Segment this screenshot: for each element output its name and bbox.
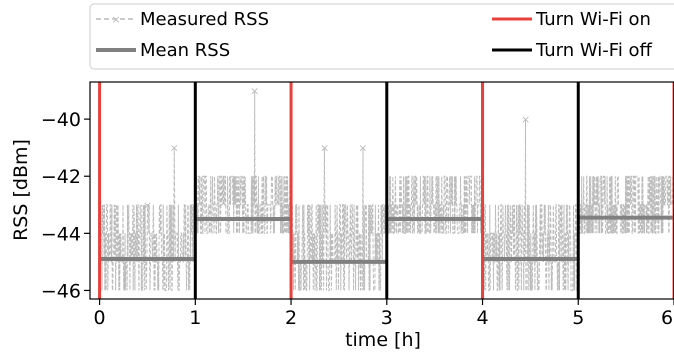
wifi-toggle-lines	[98, 82, 674, 299]
plot-frame	[89, 81, 674, 300]
legend-label-wifi-off: Turn Wi-Fi off	[535, 40, 653, 61]
x-tick-label: 4	[476, 307, 488, 329]
y-tick-label: −46	[41, 280, 81, 302]
y-tick-label: −40	[41, 109, 81, 131]
x-tick-label: 1	[189, 307, 201, 329]
measured-rss-spike-marker: ×	[143, 199, 152, 212]
legend-entry-measured: × Measured RSS	[96, 9, 269, 30]
legend-swatch-measured-marker: ×	[111, 13, 120, 26]
x-tick-label: 3	[381, 307, 393, 329]
x-axis-label: time [h]	[345, 329, 421, 351]
legend-label-mean: Mean RSS	[140, 40, 230, 61]
legend-entry-mean: Mean RSS	[96, 40, 230, 61]
measured-rss-spike-marker: ×	[521, 113, 530, 126]
measured-rss-spike-marker: ×	[170, 142, 179, 155]
x-tick-label: 6	[661, 307, 673, 329]
x-tick-label: 5	[572, 307, 584, 329]
measured-rss-spike-marker: ×	[250, 85, 259, 98]
mean-rss-series	[99, 215, 674, 264]
legend-label-measured: Measured RSS	[140, 9, 269, 30]
y-tick-label: −42	[41, 166, 81, 188]
y-tick-label: −44	[41, 223, 81, 245]
legend-entry-wifi-on: Turn Wi-Fi on	[492, 9, 651, 30]
legend-entry-wifi-off: Turn Wi-Fi off	[492, 40, 653, 61]
measured-rss-spike-marker: ×	[358, 142, 367, 155]
y-axis: −40 −42 −44 −46	[41, 109, 90, 302]
x-tick-label: 0	[94, 307, 106, 329]
y-axis-label: RSS [dBm]	[10, 139, 32, 241]
measured-rss-spike-marker: ×	[320, 142, 329, 155]
x-axis: 0 1 2 3 4 5 6	[94, 299, 674, 329]
legend: × Measured RSS Turn Wi-Fi on Mean RSS Tu…	[89, 3, 674, 70]
legend-label-wifi-on: Turn Wi-Fi on	[535, 9, 651, 30]
x-tick-label: 2	[285, 307, 297, 329]
